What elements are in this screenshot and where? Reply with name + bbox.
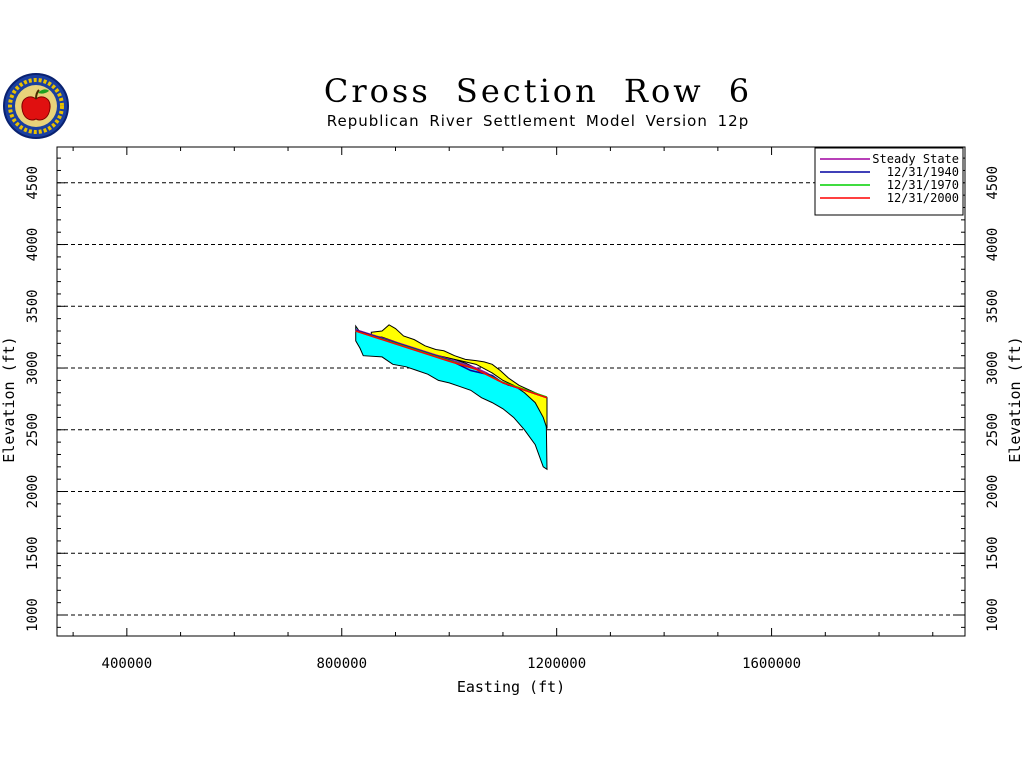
x-tick-label: 800000	[316, 656, 367, 672]
y-axis-label-right: Elevation (ft)	[1006, 336, 1024, 462]
y-tick-label-left: 3500	[25, 289, 41, 323]
legend-label-1: 12/31/1940	[887, 165, 959, 179]
y-tick-label-right: 1000	[985, 598, 1001, 632]
y-tick-label-right: 3000	[985, 351, 1001, 385]
y-tick-label-left: 3000	[25, 351, 41, 385]
chart-subtitle: Republican River Settlement Model Versio…	[326, 112, 750, 130]
chart-title: Cross Section Row 6	[323, 72, 753, 110]
y-tick-label-left: 2500	[25, 413, 41, 447]
x-axis-label: Easting (ft)	[457, 678, 565, 696]
y-tick-label-right: 2000	[985, 475, 1001, 509]
y-tick-label-right: 2500	[985, 413, 1001, 447]
y-tick-label-left: 4000	[25, 228, 41, 262]
x-tick-label: 1200000	[527, 656, 586, 672]
x-tick-label: 400000	[102, 656, 153, 672]
y-tick-label-left: 4500	[25, 166, 41, 200]
y-tick-label-left: 1500	[25, 536, 41, 570]
legend: Steady State12/31/194012/31/197012/31/20…	[814, 147, 964, 216]
y-tick-label-left: 2000	[25, 475, 41, 509]
legend-label-0: Steady State	[872, 152, 959, 166]
apple-seal-icon	[3, 73, 69, 139]
y-tick-label-right: 1500	[985, 536, 1001, 570]
legend-label-2: 12/31/1970	[887, 178, 959, 192]
y-tick-label-left: 1000	[25, 598, 41, 632]
series-line-3	[355, 330, 548, 399]
plot-frame	[56, 146, 966, 637]
legend-label-3: 12/31/2000	[887, 191, 959, 205]
x-tick-label: 1600000	[742, 656, 801, 672]
layer-0	[355, 324, 548, 471]
y-tick-label-right: 3500	[985, 289, 1001, 323]
y-tick-label-right: 4500	[985, 166, 1001, 200]
y-axis-label-left: Elevation (ft)	[0, 336, 18, 462]
y-tick-label-right: 4000	[985, 228, 1001, 262]
